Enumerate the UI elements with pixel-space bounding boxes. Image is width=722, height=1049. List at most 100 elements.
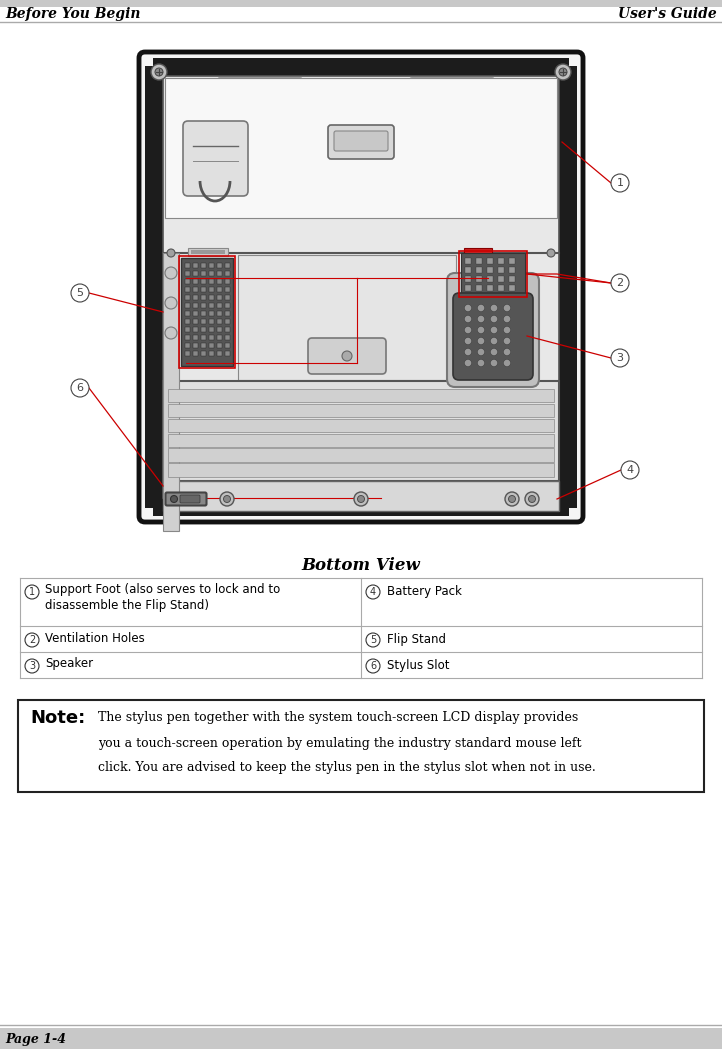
- Bar: [225, 351, 230, 356]
- Bar: [193, 303, 198, 308]
- Bar: [185, 295, 190, 300]
- Circle shape: [71, 284, 89, 302]
- Bar: [209, 335, 214, 340]
- Bar: [459, 251, 527, 297]
- Circle shape: [490, 360, 497, 366]
- Circle shape: [490, 348, 497, 356]
- Circle shape: [503, 326, 510, 334]
- Circle shape: [477, 304, 484, 312]
- Bar: [201, 327, 206, 331]
- Bar: [465, 267, 471, 273]
- Bar: [217, 263, 222, 267]
- FancyBboxPatch shape: [453, 293, 533, 380]
- Bar: [168, 448, 554, 462]
- Text: 3: 3: [617, 354, 624, 363]
- Circle shape: [165, 327, 177, 339]
- Bar: [185, 263, 190, 267]
- Circle shape: [151, 64, 167, 80]
- Bar: [238, 255, 456, 380]
- Circle shape: [490, 316, 497, 322]
- Bar: [487, 267, 493, 273]
- Circle shape: [165, 267, 177, 279]
- Bar: [476, 258, 482, 264]
- Circle shape: [503, 338, 510, 344]
- Bar: [225, 335, 230, 340]
- Bar: [217, 271, 222, 276]
- Text: Flip Stand: Flip Stand: [387, 634, 446, 646]
- Bar: [185, 327, 190, 331]
- Bar: [209, 263, 214, 267]
- Circle shape: [25, 659, 39, 673]
- Bar: [217, 303, 222, 308]
- Bar: [185, 343, 190, 348]
- Text: 1: 1: [617, 178, 624, 188]
- Bar: [209, 311, 214, 316]
- Bar: [476, 285, 482, 291]
- FancyBboxPatch shape: [447, 273, 539, 387]
- Bar: [193, 271, 198, 276]
- Circle shape: [342, 351, 352, 361]
- Text: 5: 5: [370, 635, 376, 645]
- Bar: [185, 311, 190, 316]
- Circle shape: [155, 68, 163, 76]
- Circle shape: [366, 585, 380, 599]
- Circle shape: [508, 495, 516, 502]
- Bar: [201, 343, 206, 348]
- Bar: [498, 276, 504, 282]
- Bar: [201, 295, 206, 300]
- Circle shape: [477, 360, 484, 366]
- FancyBboxPatch shape: [328, 125, 394, 159]
- Bar: [217, 279, 222, 284]
- Circle shape: [490, 338, 497, 344]
- Bar: [201, 303, 206, 308]
- Bar: [163, 253, 179, 531]
- Bar: [225, 271, 230, 276]
- Bar: [217, 327, 222, 331]
- Circle shape: [167, 249, 175, 257]
- Bar: [193, 319, 198, 324]
- Bar: [163, 76, 559, 498]
- Bar: [145, 66, 163, 508]
- Bar: [487, 285, 493, 291]
- FancyBboxPatch shape: [409, 78, 495, 106]
- Circle shape: [71, 379, 89, 397]
- Circle shape: [621, 461, 639, 479]
- Bar: [201, 335, 206, 340]
- Circle shape: [464, 304, 471, 312]
- Text: Ventilation Holes: Ventilation Holes: [45, 631, 144, 644]
- Bar: [153, 58, 569, 76]
- Bar: [509, 258, 515, 264]
- Circle shape: [477, 348, 484, 356]
- Circle shape: [611, 349, 629, 367]
- Circle shape: [477, 338, 484, 344]
- Text: 6: 6: [370, 661, 376, 671]
- Bar: [185, 319, 190, 324]
- Bar: [168, 404, 554, 418]
- Bar: [209, 271, 214, 276]
- Text: Page 1-4: Page 1-4: [5, 1033, 66, 1047]
- Bar: [193, 351, 198, 356]
- Bar: [225, 311, 230, 316]
- Bar: [193, 343, 198, 348]
- Text: disassemble the Flip Stand): disassemble the Flip Stand): [45, 599, 209, 613]
- Circle shape: [25, 585, 39, 599]
- FancyBboxPatch shape: [308, 338, 386, 374]
- Circle shape: [503, 316, 510, 322]
- Bar: [193, 327, 198, 331]
- Bar: [185, 351, 190, 356]
- Bar: [193, 311, 198, 316]
- Bar: [185, 271, 190, 276]
- Bar: [209, 303, 214, 308]
- Circle shape: [165, 297, 177, 309]
- Text: User's Guide: User's Guide: [618, 7, 717, 21]
- Bar: [225, 263, 230, 267]
- Circle shape: [611, 274, 629, 292]
- Bar: [217, 343, 222, 348]
- Bar: [498, 258, 504, 264]
- Bar: [153, 498, 569, 516]
- Bar: [464, 248, 492, 256]
- Bar: [559, 66, 577, 508]
- Bar: [201, 319, 206, 324]
- Bar: [209, 327, 214, 331]
- Text: 4: 4: [627, 465, 634, 475]
